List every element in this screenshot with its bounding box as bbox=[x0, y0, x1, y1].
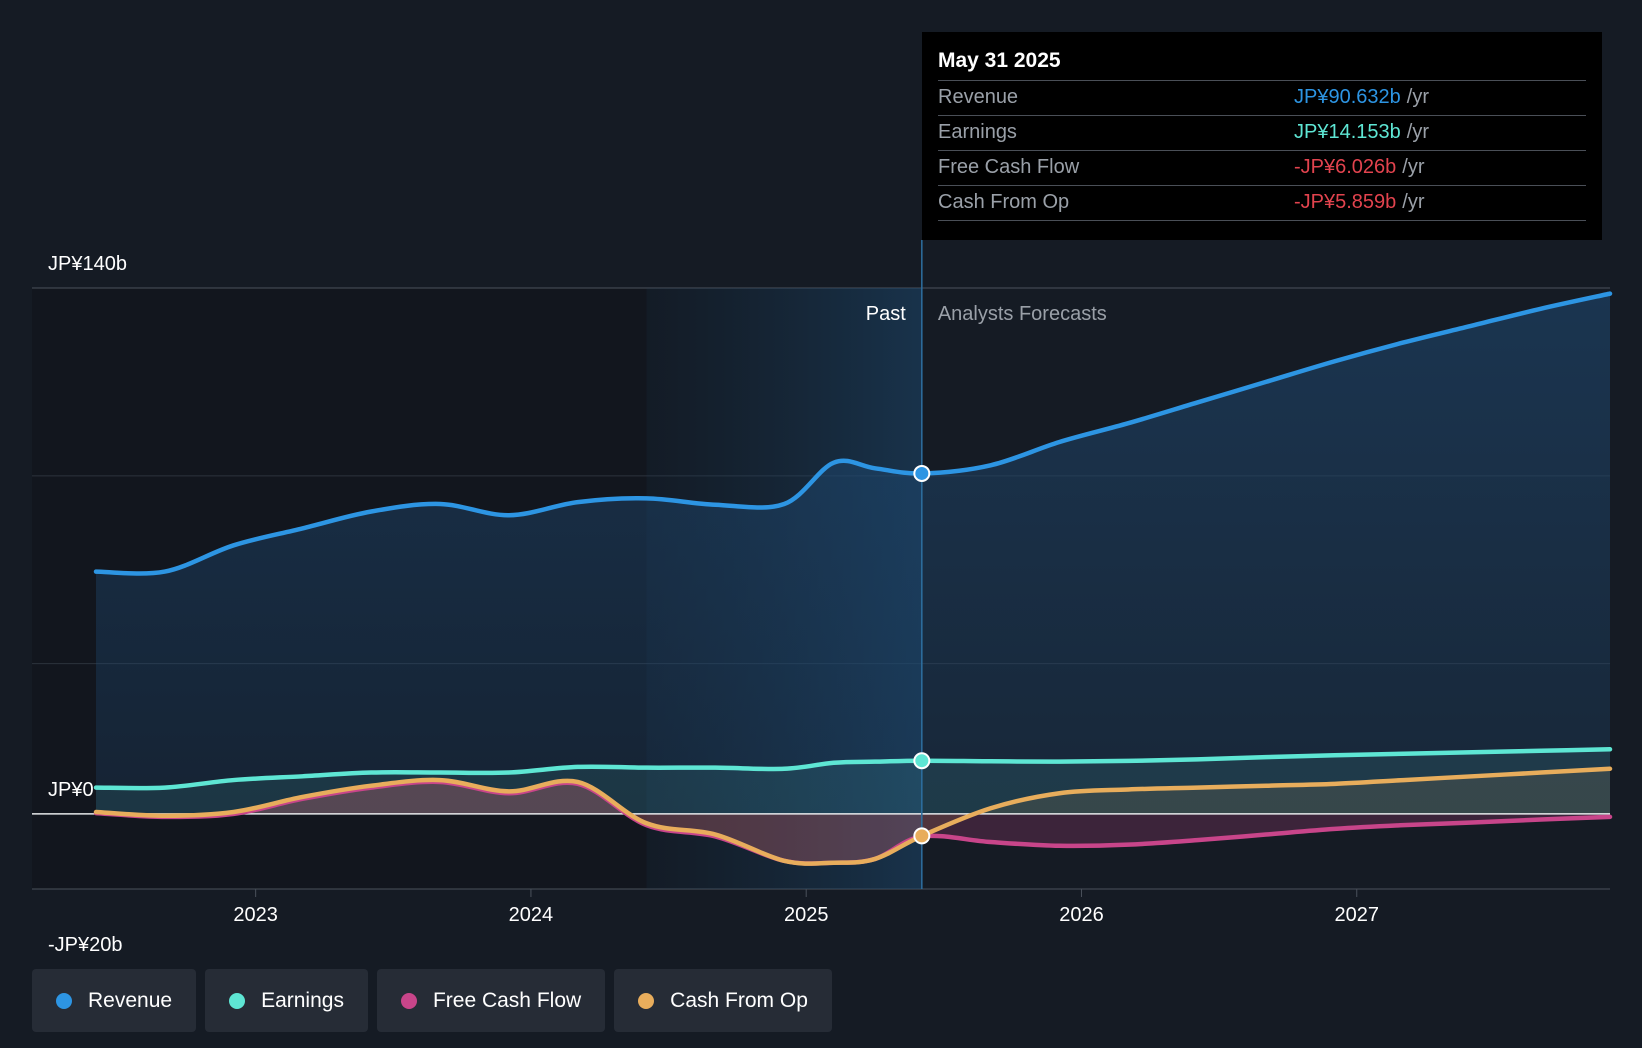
series-lines bbox=[93, 291, 1613, 866]
legend-item-free-cash-flow[interactable]: Free Cash Flow bbox=[376, 969, 606, 1032]
x-tick-label: 2025 bbox=[784, 904, 829, 926]
revenue-area bbox=[96, 293, 1610, 814]
tooltip-unit: /yr bbox=[1402, 191, 1425, 213]
legend-item-earnings[interactable]: Earnings bbox=[205, 969, 368, 1032]
tooltip-date: May 31 2025 bbox=[938, 49, 1061, 72]
forecast-label: Analysts Forecasts bbox=[938, 303, 1107, 325]
tooltip-value: -JP¥5.859b bbox=[1294, 191, 1397, 213]
tooltip-unit: /yr bbox=[1406, 86, 1429, 108]
tooltip-name: Revenue bbox=[938, 86, 1019, 108]
revenue-dot-icon bbox=[56, 992, 72, 1009]
y-label: JP¥140b bbox=[48, 253, 127, 275]
tooltip-row-earnings: Earnings JP¥14.153b /yr bbox=[938, 115, 1586, 150]
hover-markers bbox=[913, 464, 931, 845]
legend-item-cash-from-op[interactable]: Cash From Op bbox=[614, 969, 832, 1032]
y-label: JP¥0 bbox=[48, 779, 94, 801]
cash-from-op-area bbox=[96, 768, 1610, 864]
revenue-marker bbox=[913, 464, 931, 482]
tooltip-name: Earnings bbox=[938, 121, 1017, 143]
earnings-dot-icon bbox=[229, 992, 246, 1009]
free-cash-flow-area bbox=[96, 781, 1610, 864]
legend-label: Revenue bbox=[88, 988, 173, 1012]
tooltip-value: JP¥90.632b bbox=[1294, 86, 1401, 108]
tooltip-row-free-cash-flow: Free Cash Flow -JP¥6.026b /yr bbox=[938, 150, 1586, 185]
free-cash-flow-dot-icon bbox=[400, 992, 417, 1009]
tooltip-row-cash-from-op: Cash From Op -JP¥5.859b /yr bbox=[938, 185, 1586, 221]
tooltip-name: Cash From Op bbox=[938, 191, 1070, 213]
tooltip-value: JP¥14.153b bbox=[1294, 121, 1401, 143]
cash-from-op-marker bbox=[913, 827, 931, 845]
legend-item-revenue[interactable]: Revenue bbox=[32, 969, 197, 1032]
x-tick-label: 2026 bbox=[1059, 904, 1104, 926]
cash-from-op-line bbox=[93, 766, 1613, 866]
series-areas bbox=[32, 293, 1610, 864]
legend: Revenue Earnings Free Cash Flow Cash Fro… bbox=[32, 969, 832, 1032]
earnings-line bbox=[93, 747, 1613, 791]
tooltip-value: -JP¥6.026b bbox=[1294, 156, 1397, 178]
cash-from-op-dot-icon bbox=[638, 992, 655, 1009]
data-tooltip: May 31 2025 Revenue JP¥90.632b /yr Earni… bbox=[922, 32, 1602, 240]
x-tick-label: 2024 bbox=[509, 904, 554, 926]
x-axis-ticks: 2023 2024 2025 2026 2027 bbox=[233, 889, 1379, 926]
past-label: Past bbox=[866, 303, 906, 325]
revenue-line bbox=[93, 291, 1613, 576]
y-axis-labels: JP¥140b JP¥0 -JP¥20b bbox=[48, 253, 127, 956]
legend-label: Free Cash Flow bbox=[432, 988, 582, 1012]
x-tick-label: 2027 bbox=[1334, 904, 1379, 926]
tooltip-row-revenue: Revenue JP¥90.632b /yr bbox=[938, 80, 1586, 115]
y-label: -JP¥20b bbox=[48, 934, 123, 956]
legend-label: Earnings bbox=[261, 988, 344, 1012]
tooltip-unit: /yr bbox=[1402, 156, 1425, 178]
tooltip-name: Free Cash Flow bbox=[938, 156, 1080, 178]
legend-label: Cash From Op bbox=[670, 988, 808, 1012]
x-tick-label: 2023 bbox=[233, 904, 278, 926]
earnings-marker bbox=[913, 752, 931, 770]
tooltip-unit: /yr bbox=[1406, 121, 1429, 143]
earnings-area bbox=[96, 749, 1610, 814]
